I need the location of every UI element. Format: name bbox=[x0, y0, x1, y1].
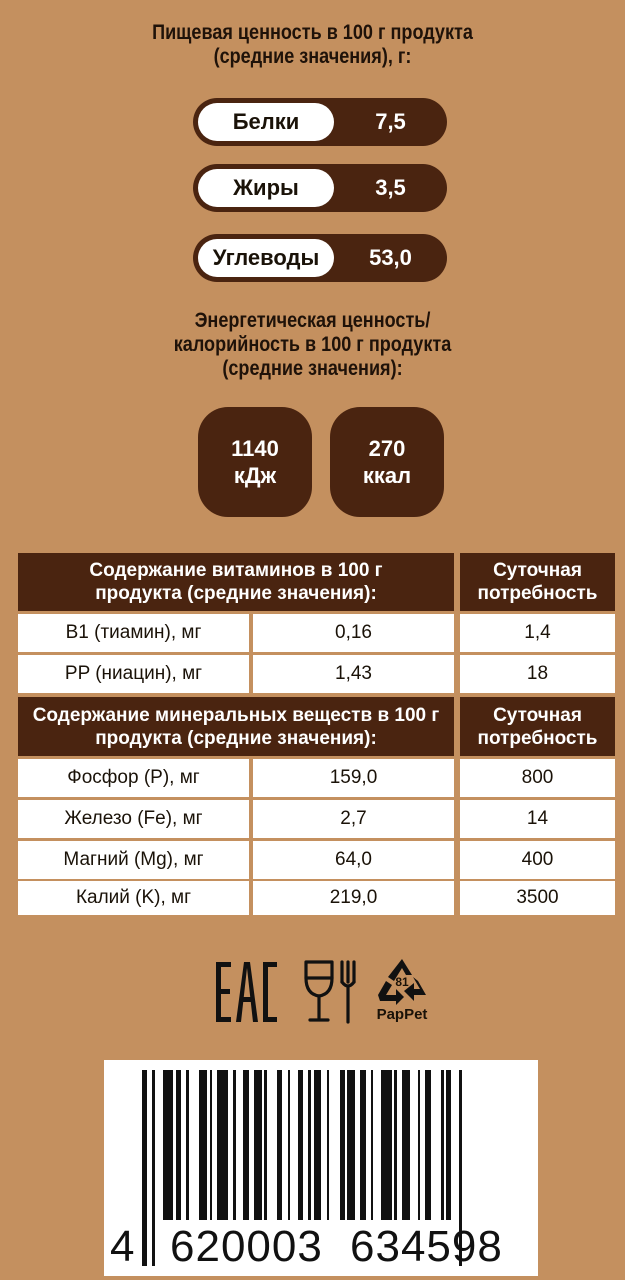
vitamins-header-line1: Содержание витаминов в 100 г bbox=[89, 560, 383, 581]
barcode-bar bbox=[233, 1070, 236, 1220]
mineral-daily: 14 bbox=[460, 800, 615, 838]
nutrition-item-value: 3,5 bbox=[375, 175, 406, 200]
vitamin-value: 1,43 bbox=[253, 655, 454, 693]
energy-heading-line1: Энергетическая ценность/ bbox=[194, 309, 431, 332]
mineral-name: Железо (Fe), мг bbox=[18, 800, 249, 838]
mineral-daily: 3500 bbox=[460, 881, 615, 915]
mineral-name: Магний (Mg), мг bbox=[18, 841, 249, 879]
minerals-header: Содержание минеральных веществ в 100 г п… bbox=[18, 697, 454, 756]
barcode-bar bbox=[175, 1070, 181, 1220]
minerals-daily-header: Суточная потребность bbox=[460, 697, 615, 756]
nutrition-item-carbs: Углеводы 53,0 bbox=[193, 234, 447, 282]
energy-kcal-box: 270 ккал bbox=[330, 407, 444, 517]
barcode-bar bbox=[162, 1070, 174, 1220]
barcode-bar bbox=[441, 1070, 444, 1220]
barcode-bar bbox=[217, 1070, 228, 1220]
minerals-daily-line1: Суточная bbox=[493, 704, 582, 726]
barcode-bar bbox=[381, 1070, 392, 1220]
barcode-digit-first: 4 bbox=[110, 1222, 136, 1271]
barcode-bar bbox=[459, 1070, 462, 1266]
mineral-value: 219,0 bbox=[253, 881, 454, 915]
mineral-name: Калий (K), мг bbox=[18, 881, 249, 915]
vitamin-daily: 1,4 bbox=[460, 614, 615, 652]
vitamins-daily-line1: Суточная bbox=[493, 560, 582, 581]
nutrition-item-label: Белки bbox=[198, 103, 334, 141]
barcode-bar bbox=[339, 1070, 345, 1220]
nutrition-heading-line1: Пищевая ценность в 100 г продукта bbox=[152, 21, 473, 44]
barcode-bar bbox=[308, 1070, 311, 1220]
nutrition-item-value: 53,0 bbox=[369, 245, 412, 270]
mineral-value: 64,0 bbox=[253, 841, 454, 879]
barcode-bar bbox=[199, 1070, 207, 1220]
vitamin-value: 0,16 bbox=[253, 614, 454, 652]
barcode-bar bbox=[417, 1070, 421, 1220]
recycle-code: 81 bbox=[395, 975, 409, 989]
energy-heading: Энергетическая ценность/ калорийность в … bbox=[44, 309, 582, 381]
energy-kj-unit: кДж bbox=[233, 463, 277, 488]
barcode-bar bbox=[326, 1070, 330, 1220]
vitamin-daily: 18 bbox=[460, 655, 615, 693]
nutrition-item-label: Углеводы bbox=[198, 239, 334, 277]
recycle-label: PapPet bbox=[376, 1006, 428, 1023]
vitamin-name: PP (ниацин), мг bbox=[18, 655, 249, 693]
eac-mark-icon bbox=[214, 962, 278, 1022]
energy-kcal-unit: ккал bbox=[362, 463, 412, 488]
energy-kj-value: 1140 bbox=[231, 436, 279, 461]
barcode-bar bbox=[142, 1070, 148, 1266]
minerals-header-line2: продукта (средние значения): bbox=[95, 727, 377, 749]
barcode-bar bbox=[347, 1070, 356, 1220]
barcode-bar bbox=[243, 1070, 249, 1220]
vitamins-daily-header: Суточная потребность bbox=[460, 553, 615, 611]
barcode-group-right: 634598 bbox=[350, 1222, 503, 1271]
barcode-bar bbox=[425, 1070, 431, 1220]
nutrition-heading-line2: (средние значения), г: bbox=[213, 45, 412, 68]
nutrition-heading: Пищевая ценность в 100 г продукта (средн… bbox=[44, 21, 582, 69]
vitamins-header-line2: продукта (средние значения): bbox=[95, 583, 377, 604]
vitamins-daily-line2: потребность bbox=[477, 583, 598, 604]
barcode-bar bbox=[277, 1070, 283, 1220]
barcode-bar bbox=[253, 1070, 262, 1220]
barcode-bar bbox=[360, 1070, 366, 1220]
barcode-group-left: 620003 bbox=[170, 1222, 323, 1271]
barcode-bar bbox=[402, 1070, 410, 1220]
energy-kcal-value: 270 bbox=[368, 436, 406, 461]
barcode-bar bbox=[313, 1070, 322, 1220]
glass-fork-icon bbox=[302, 958, 360, 1026]
mineral-daily: 400 bbox=[460, 841, 615, 879]
mineral-name: Фосфор (P), мг bbox=[18, 759, 249, 797]
mineral-value: 2,7 bbox=[253, 800, 454, 838]
barcode-bar bbox=[446, 1070, 452, 1220]
barcode: 4 620003 634598 bbox=[104, 1060, 538, 1276]
minerals-daily-line2: потребность bbox=[477, 727, 598, 749]
barcode-bar bbox=[152, 1070, 155, 1266]
energy-kj-box: 1140 кДж bbox=[198, 407, 312, 517]
nutrition-item-value: 7,5 bbox=[375, 109, 406, 134]
barcode-bar bbox=[186, 1070, 189, 1220]
energy-heading-line3: (средние значения): bbox=[222, 357, 403, 380]
barcode-bar bbox=[264, 1070, 267, 1220]
nutrition-item-fat: Жиры 3,5 bbox=[193, 164, 447, 212]
barcode-bar bbox=[298, 1070, 304, 1220]
recycle-icon: 81 PapPet bbox=[372, 957, 432, 1027]
vitamins-header: Содержание витаминов в 100 г продукта (с… bbox=[18, 553, 454, 611]
barcode-bar bbox=[209, 1070, 213, 1220]
energy-heading-line2: калорийность в 100 г продукта bbox=[173, 333, 452, 356]
nutrition-item-protein: Белки 7,5 bbox=[193, 98, 447, 146]
vitamin-name: B1 (тиамин), мг bbox=[18, 614, 249, 652]
minerals-header-line1: Содержание минеральных веществ в 100 г bbox=[32, 704, 440, 726]
barcode-bar bbox=[370, 1070, 374, 1220]
barcode-bar bbox=[394, 1070, 397, 1220]
barcode-bar bbox=[287, 1070, 291, 1220]
mineral-daily: 800 bbox=[460, 759, 615, 797]
nutrition-item-label: Жиры bbox=[198, 169, 334, 207]
mineral-value: 159,0 bbox=[253, 759, 454, 797]
